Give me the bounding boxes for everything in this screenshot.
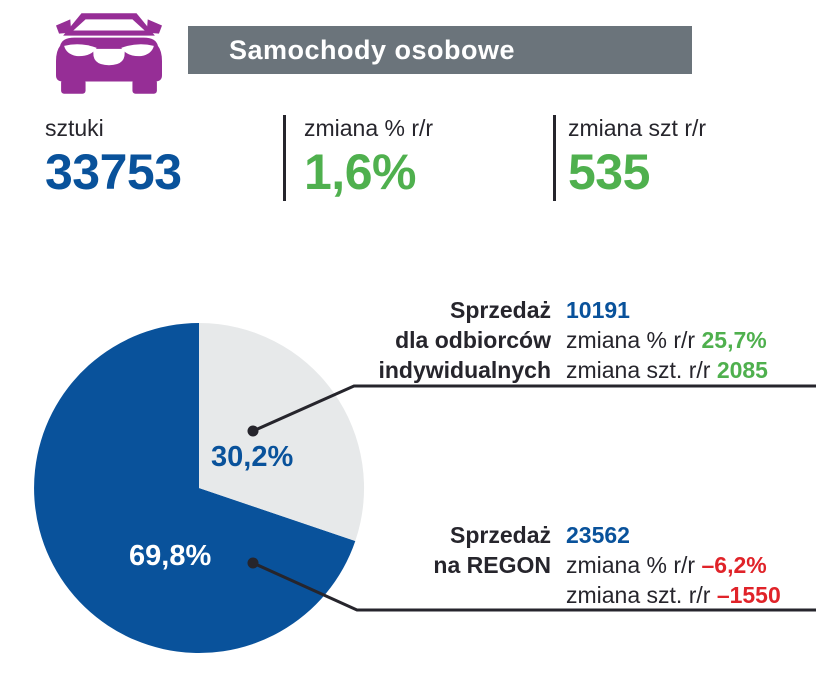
stat-units-label: sztuki: [45, 115, 104, 141]
leader-dot-individual: [247, 425, 259, 437]
segment-individual-name-line3: indywidualnych: [378, 357, 551, 383]
segment-regon-values: 23562 zmiana % r/r –6,2% zmiana szt. r/r…: [566, 520, 781, 610]
pie-pct-label-regon: 69,8%: [129, 540, 212, 572]
segment-individual-values: 10191 zmiana % r/r 25,7% zmiana szt. r/r…: [566, 295, 768, 385]
segment-regon-name-line1: Sprzedaż: [450, 522, 551, 548]
pie-slice-individual: [199, 323, 365, 541]
segment-individual-name: Sprzedaż dla odbiorców indywidualnych: [378, 295, 551, 385]
stat-units: sztuki 33753: [45, 115, 182, 197]
segment-individual-unit-change-label: zmiana szt. r/r: [566, 357, 717, 383]
section-title-bar: Samochody osobowe: [188, 26, 692, 74]
leader-dot-regon: [247, 557, 259, 569]
leader-line-regon: [252, 561, 816, 612]
stat-unit-change: zmiana szt r/r 535: [568, 115, 706, 197]
segment-regon-unit-change-value: –1550: [716, 582, 781, 608]
stat-divider-1: [283, 115, 286, 201]
segment-individual-unit-change-row: zmiana szt. r/r 2085: [566, 355, 768, 385]
segment-regon-unit-change-row: zmiana szt. r/r –1550: [566, 580, 781, 610]
stat-pct-change-label: zmiana % r/r: [304, 115, 434, 141]
segment-regon-pct-change-label: zmiana % r/r: [566, 552, 702, 578]
stat-pct-change: zmiana % r/r 1,6%: [304, 115, 433, 197]
segment-individual-pct-change-label: zmiana % r/r: [566, 327, 702, 353]
stat-pct-change-value: 1,6%: [304, 144, 416, 200]
stat-unit-change-value: 535: [568, 144, 650, 200]
segment-individual-unit-change-value: 2085: [716, 357, 768, 383]
segment-regon-pct-change-value: –6,2%: [701, 552, 767, 578]
pie-pct-label-individual: 30,2%: [211, 441, 294, 473]
segment-individual-pct-change-value: 25,7%: [701, 327, 767, 353]
pie-slice-regon: [34, 323, 356, 653]
car-front-icon: [56, 13, 162, 94]
segment-regon-name: Sprzedaż na REGON: [433, 520, 551, 580]
segment-individual-name-line1: Sprzedaż: [450, 297, 551, 323]
segment-regon-unit-change-label: zmiana szt. r/r: [566, 582, 717, 608]
segment-individual-pct-change-row: zmiana % r/r 25,7%: [566, 325, 768, 355]
leader-line-individual: [252, 384, 816, 433]
section-title: Samochody osobowe: [229, 34, 516, 65]
segment-individual-units: 10191: [566, 297, 630, 323]
stat-divider-2: [553, 115, 556, 201]
segment-regon-pct-change-row: zmiana % r/r –6,2%: [566, 550, 781, 580]
pie-chart: [34, 323, 816, 653]
segment-individual-name-line2: dla odbiorców: [395, 327, 551, 353]
stat-units-value: 33753: [45, 144, 182, 200]
segment-regon-units: 23562: [566, 522, 630, 548]
stat-unit-change-label: zmiana szt r/r: [568, 115, 707, 141]
segment-regon-name-line2: na REGON: [433, 552, 551, 578]
